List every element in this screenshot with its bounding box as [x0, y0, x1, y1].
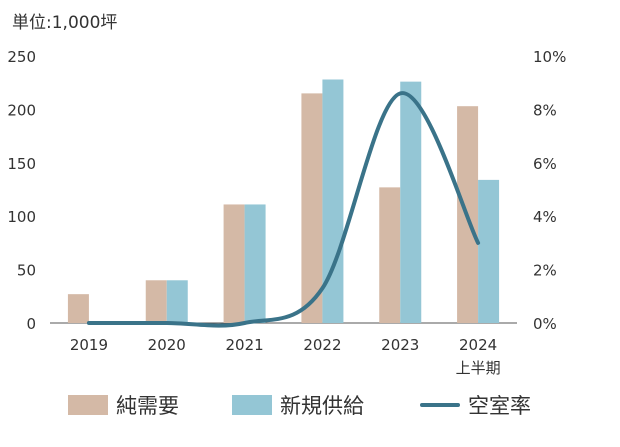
bar-demand-2021 [223, 204, 245, 323]
bar-supply-2021 [244, 204, 266, 323]
bar-supply-2024 [478, 179, 500, 323]
y-right-tick-1: 2% [533, 262, 557, 280]
bar-demand-2020 [145, 280, 167, 323]
y-left-tick-1: 50 [17, 262, 36, 280]
x-sublabel-2024: 上半期 [456, 359, 501, 377]
chart-bars [67, 79, 500, 323]
chart-line [86, 91, 481, 328]
point-vacancy-2024 [477, 242, 479, 244]
bar-demand-2022 [301, 93, 323, 323]
legend-label-supply: 新規供給 [280, 394, 364, 418]
legend-item-vacancy: 空室率 [420, 385, 531, 425]
x-tick-2022: 2022 [303, 336, 341, 354]
chart-axes: 0 50 100 150 200 250 0% 2% 4% 6% 8% 10% 2019 2020 2021… [7, 48, 566, 377]
y-left-tick-0: 0 [26, 315, 36, 333]
point-vacancy-2021 [244, 322, 246, 324]
y-right-tick-3: 6% [533, 155, 557, 173]
y-left-tick-3: 150 [7, 155, 36, 173]
x-tick-2024: 2024 [459, 336, 497, 354]
legend-label-vacancy: 空室率 [468, 394, 531, 418]
x-tick-2020: 2020 [148, 336, 186, 354]
legend-item-demand: 純需要 [68, 385, 179, 425]
x-tick-2019: 2019 [70, 336, 108, 354]
point-vacancy-2020 [166, 322, 168, 324]
bar-supply-2022 [322, 79, 344, 323]
legend-swatch-supply [232, 395, 272, 415]
y-right-tick-4: 8% [533, 101, 557, 119]
legend-swatch-demand [68, 395, 108, 415]
point-vacancy-2022 [321, 287, 323, 289]
bar-demand-2019 [67, 294, 89, 323]
bar-supply-2020 [166, 280, 188, 323]
y-right-tick-2: 4% [533, 208, 557, 226]
legend-label-demand: 純需要 [116, 394, 179, 418]
bar-supply-2023 [400, 81, 422, 323]
bar-demand-2023 [379, 187, 401, 323]
y-right-tick-0: 0% [533, 315, 557, 333]
y-left-tick-4: 200 [7, 101, 36, 119]
y-left-tick-5: 250 [7, 48, 36, 66]
unit-label: 単位:1,000坪 [12, 13, 118, 33]
point-vacancy-2019 [88, 322, 90, 324]
legend-swatch-vacancy [420, 403, 460, 407]
point-vacancy-2023 [399, 92, 401, 94]
x-tick-2021: 2021 [225, 336, 263, 354]
y-left-tick-2: 100 [7, 208, 36, 226]
x-tick-2023: 2023 [381, 336, 419, 354]
legend: 純需要 新規供給 空室率 [0, 385, 620, 425]
y-right-tick-5: 10% [533, 48, 566, 66]
legend-item-supply: 新規供給 [232, 385, 364, 425]
